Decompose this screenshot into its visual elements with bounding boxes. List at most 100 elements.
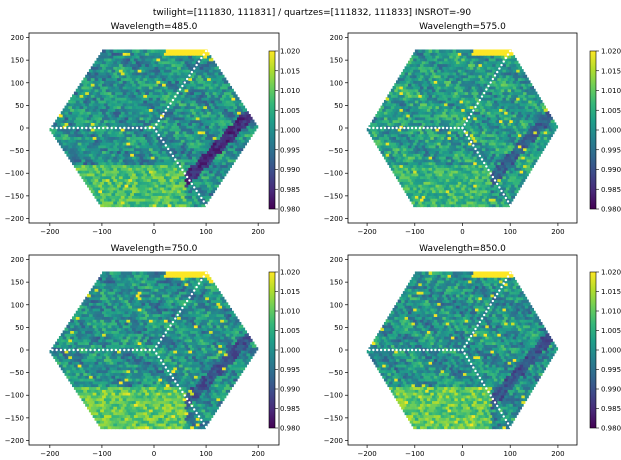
fiber-cell [96,80,101,84]
fiber-cell [66,108,71,112]
fiber-cell [87,161,92,166]
fiber-cell [105,144,111,149]
fiber-cell [141,63,146,67]
fiber-cell [497,88,502,93]
fiber-cell [130,420,135,424]
fiber-cell [395,80,401,84]
fiber-cell [154,116,159,121]
fiber-cell [504,139,509,143]
fiber-cell [440,153,445,157]
fiber-cell [512,108,517,112]
fiber-cell [430,147,435,152]
fiber-cell [225,88,231,93]
fiber-cell [148,198,154,202]
fiber-cell [58,114,64,118]
fiber-cell [117,105,122,109]
fiber-cell [493,83,498,87]
fiber-cell [72,133,77,138]
y-tick-label: −200 [324,215,343,223]
fiber-cell [203,200,208,205]
fiber-cell [237,116,242,121]
fiber-cell [128,83,133,87]
fiber-cell [124,156,129,160]
fiber-cell [87,111,92,115]
fiber-cell [148,203,154,208]
fiber-cell [229,128,234,132]
fiber-cell [481,80,486,84]
fiber-cell [529,147,534,152]
fiber-cell [449,128,454,132]
fiber-cell [423,164,428,168]
fiber-cell [107,186,113,191]
fiber-cell [111,63,116,67]
fiber-cell [205,108,210,112]
fiber-cell [137,102,143,107]
fiber-cell [517,133,522,138]
fiber-cell [133,74,139,79]
fiber-cell [203,161,208,166]
fiber-cell [428,178,433,182]
fiber-cell [480,71,485,76]
fiber-cell [190,192,195,196]
fiber-cell [165,144,171,149]
fiber-cell [148,170,154,174]
fiber-cell [481,181,486,185]
fiber-cell [442,139,447,143]
fiber-cell [452,167,457,171]
fiber-cell [113,167,118,171]
fiber-cell [128,77,133,81]
fiber-cell [473,144,478,149]
fiber-cell [493,128,498,132]
fiber-cell [173,178,178,182]
fiber-cell [433,164,438,168]
fiber-cell [165,116,171,121]
fiber-cell [409,91,414,95]
fiber-cell [483,139,488,143]
fiber-cell [167,136,173,140]
fiber-cell [83,172,88,177]
fiber-cell [516,158,521,163]
fiber-cell [432,184,437,188]
fiber-cell [167,74,173,79]
fiber-cell [180,172,186,177]
fiber-cell [464,158,469,163]
fiber-cell [201,420,206,424]
fiber-cell [529,153,534,157]
fiber-cell [203,172,208,177]
fiber-cell [147,99,152,104]
fiber-cell [469,49,474,53]
fiber-cell [220,85,225,90]
fiber-cell [449,172,454,177]
fiber-cell [152,125,158,129]
fiber-cell [449,55,454,59]
fiber-cell [473,94,478,98]
fiber-cell [186,170,191,174]
fiber-cell [432,122,437,126]
fiber-cell [214,139,219,143]
fiber-cell [493,195,498,199]
fiber-cell [124,128,129,132]
fiber-cell [192,60,197,65]
fiber-cell [504,55,509,59]
fiber-cell [512,170,517,174]
fiber-cell [190,186,195,191]
fiber-cell [190,63,195,67]
fiber-cell [210,167,216,171]
fiber-cell [205,119,210,123]
fiber-cell [474,153,480,157]
fiber-cell [462,60,467,65]
fiber-cell [203,99,208,104]
fiber-cell [64,139,69,143]
fiber-cell [158,189,163,194]
fiber-cell [502,164,507,168]
fiber-cell [423,142,428,146]
fiber-cell [201,158,206,163]
fiber-cell [474,119,480,123]
fiber-cell [248,128,253,132]
fiber-cell [402,142,407,146]
fiber-cell [171,175,176,180]
fiber-cell [459,94,464,98]
fiber-cell [192,94,197,98]
fiber-cell [88,69,94,73]
fiber-cell [66,136,71,140]
